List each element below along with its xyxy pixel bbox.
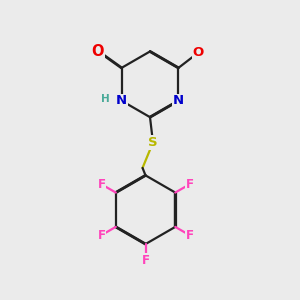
Text: N: N	[116, 94, 127, 107]
Text: F: F	[185, 178, 194, 191]
Text: H: H	[195, 46, 204, 56]
Text: F: F	[142, 254, 149, 267]
Text: F: F	[98, 229, 106, 242]
Text: F: F	[185, 229, 194, 242]
Text: O: O	[92, 44, 104, 59]
Text: S: S	[148, 136, 158, 149]
Text: H: H	[101, 94, 110, 104]
Text: F: F	[98, 178, 106, 191]
Text: O: O	[192, 46, 203, 59]
Text: N: N	[173, 94, 184, 107]
